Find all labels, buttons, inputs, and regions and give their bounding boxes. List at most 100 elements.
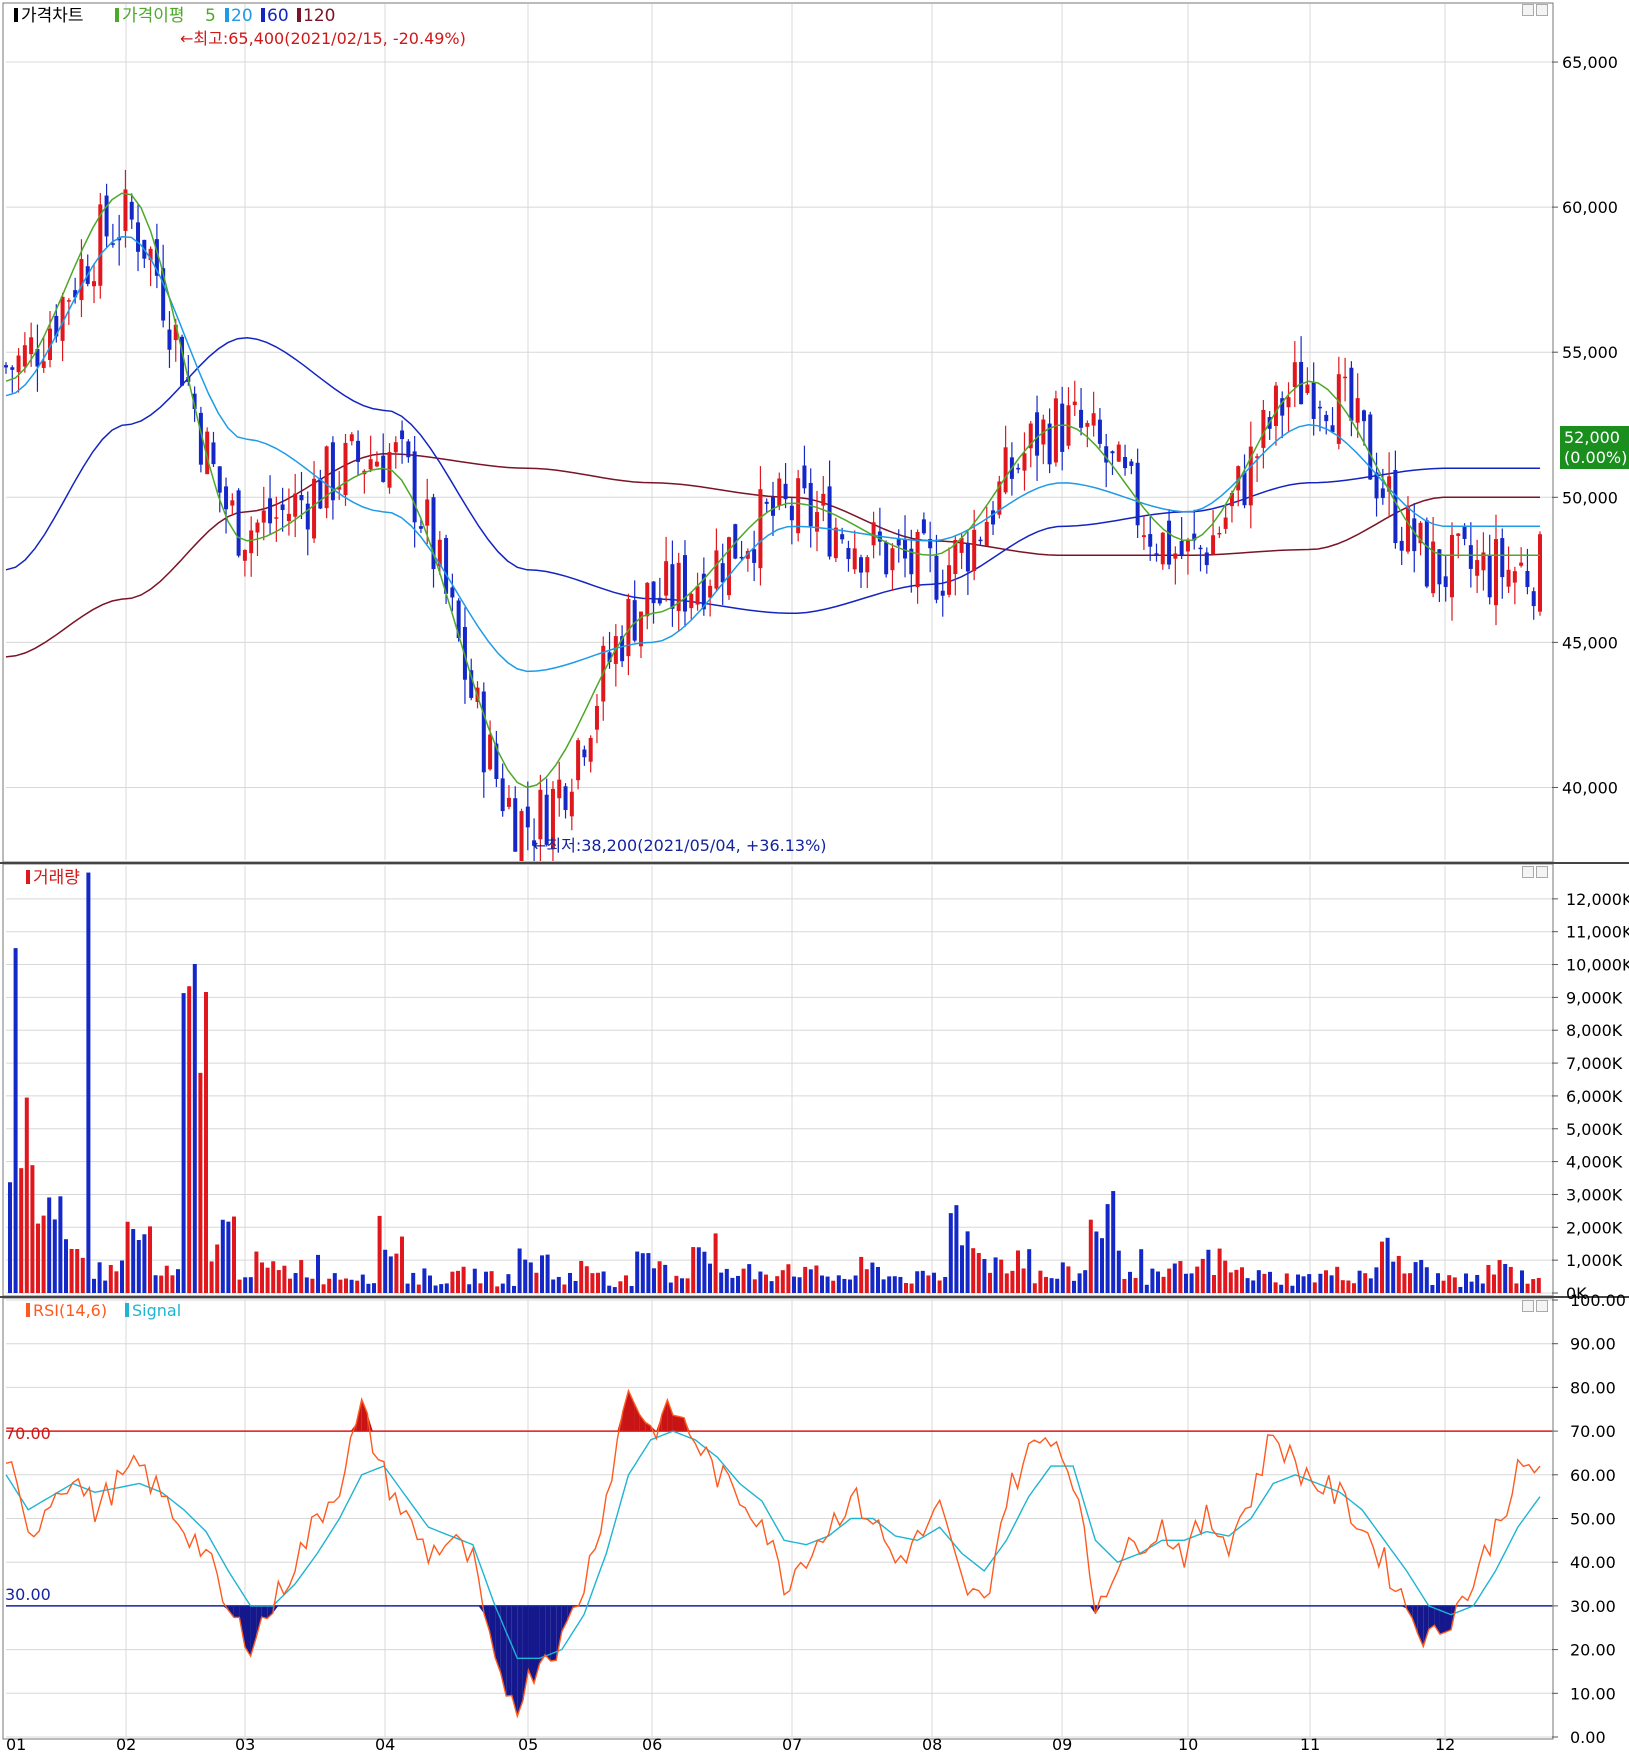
candle-body xyxy=(1223,517,1228,529)
volume-bar xyxy=(573,1280,578,1293)
volume-bar xyxy=(663,1264,668,1293)
candlesticks xyxy=(4,169,1542,861)
volume-bar xyxy=(825,1276,830,1293)
candle-body xyxy=(1336,374,1341,444)
volume-bar xyxy=(120,1260,124,1293)
volume-bar xyxy=(1044,1276,1048,1293)
candle-body xyxy=(720,563,725,583)
candle-body xyxy=(1141,535,1146,538)
candle-body xyxy=(909,548,914,575)
candle-body xyxy=(136,222,141,252)
candle-body xyxy=(1531,591,1536,607)
candle-body xyxy=(771,497,775,516)
candle-body xyxy=(915,531,920,588)
candle-body xyxy=(733,524,738,559)
volume-bar xyxy=(472,1268,477,1293)
volume-bar xyxy=(556,1276,561,1293)
volume-bar xyxy=(1503,1263,1508,1293)
volume-bar xyxy=(1077,1273,1082,1293)
volume-bar xyxy=(316,1254,320,1293)
volume-bar xyxy=(344,1278,348,1293)
volume-bar xyxy=(103,1280,108,1293)
candle-body xyxy=(349,434,354,442)
volume-tick-label: 0K xyxy=(1566,1284,1587,1303)
volume-bar xyxy=(590,1273,595,1293)
rsi-panel-close-button[interactable] xyxy=(1536,1300,1548,1312)
candle-body xyxy=(689,593,694,609)
volume-bar xyxy=(30,1165,35,1293)
volume-bar xyxy=(674,1275,679,1293)
volume-bar xyxy=(1133,1278,1138,1293)
candle-body xyxy=(481,691,486,773)
candle-body xyxy=(41,361,46,368)
volume-bar xyxy=(19,1168,24,1293)
volume-bar xyxy=(349,1279,354,1293)
volume-bar xyxy=(534,1272,539,1293)
candle-body xyxy=(859,557,864,573)
volume-bar xyxy=(618,1281,623,1293)
volume-bar xyxy=(1402,1273,1407,1293)
volume-bar xyxy=(607,1285,612,1293)
candle-body xyxy=(940,590,945,596)
candle-body xyxy=(1361,410,1366,422)
volume-bar xyxy=(495,1286,500,1293)
candle-body xyxy=(173,324,178,341)
volume-bar xyxy=(1088,1219,1093,1293)
ma60-legend: 60 xyxy=(267,6,289,26)
rsi-shaded-areas xyxy=(222,1390,1457,1717)
volume-bar xyxy=(1296,1274,1300,1293)
month-label: 12 xyxy=(1435,1735,1455,1753)
candle-body xyxy=(73,290,78,298)
candle-body xyxy=(1468,545,1473,569)
volume-bar xyxy=(708,1263,712,1293)
candle-body xyxy=(1047,423,1052,465)
volume-bar xyxy=(713,1233,718,1293)
price-panel-close-button[interactable] xyxy=(1536,4,1548,16)
price-low-annotation: ←최저:38,200(2021/05/04, +36.13%) xyxy=(533,836,827,855)
candle-body xyxy=(1311,382,1316,419)
candle-body xyxy=(249,530,254,554)
volume-bar xyxy=(1368,1278,1373,1293)
candle-body xyxy=(1154,553,1159,555)
volume-bar xyxy=(937,1280,942,1293)
candle-body xyxy=(921,519,926,534)
candle-body xyxy=(1236,466,1241,491)
volume-bar xyxy=(870,1262,875,1293)
candle-body xyxy=(1097,419,1102,444)
volume-bar xyxy=(792,1276,796,1293)
price-panel-minimize-button[interactable] xyxy=(1522,4,1534,16)
candle-body xyxy=(959,537,964,553)
volume-bar xyxy=(41,1215,46,1293)
volume-bar xyxy=(282,1265,287,1293)
rsi-panel-minimize-button[interactable] xyxy=(1522,1300,1534,1312)
candle-body xyxy=(205,431,210,475)
candle-body xyxy=(1035,412,1040,456)
ma60-series xyxy=(5,336,1540,615)
candle-body xyxy=(519,811,524,861)
rsi-oversold-area xyxy=(511,1605,518,1717)
volume-bar xyxy=(1531,1279,1536,1293)
volume-bar xyxy=(758,1271,763,1293)
volume-panel-minimize-button[interactable] xyxy=(1522,866,1534,878)
price-tick-label: 65,000 xyxy=(1562,53,1618,72)
rsi-oversold-area xyxy=(250,1605,257,1657)
candle-body xyxy=(1481,552,1486,571)
candle-body xyxy=(29,337,34,355)
rsi-oversold-area xyxy=(1423,1605,1429,1647)
volume-bar xyxy=(1464,1273,1468,1293)
ma120-legend: 120 xyxy=(303,6,335,26)
candle-body xyxy=(884,542,889,575)
candle-body xyxy=(947,565,952,595)
rsi-oversold-area xyxy=(1412,1605,1418,1634)
candle-body xyxy=(1525,570,1530,587)
volume-panel-close-button[interactable] xyxy=(1536,866,1548,878)
rsi-tick-label: 90.00 xyxy=(1570,1335,1616,1354)
volume-bar xyxy=(943,1276,948,1293)
volume-bar xyxy=(780,1270,785,1293)
rsi-overbought-area xyxy=(667,1399,673,1432)
candle-body xyxy=(418,526,423,529)
volume-bar xyxy=(920,1270,925,1293)
volume-bar xyxy=(1212,1274,1216,1293)
volume-bar xyxy=(898,1276,903,1293)
volume-bar xyxy=(181,993,186,1293)
